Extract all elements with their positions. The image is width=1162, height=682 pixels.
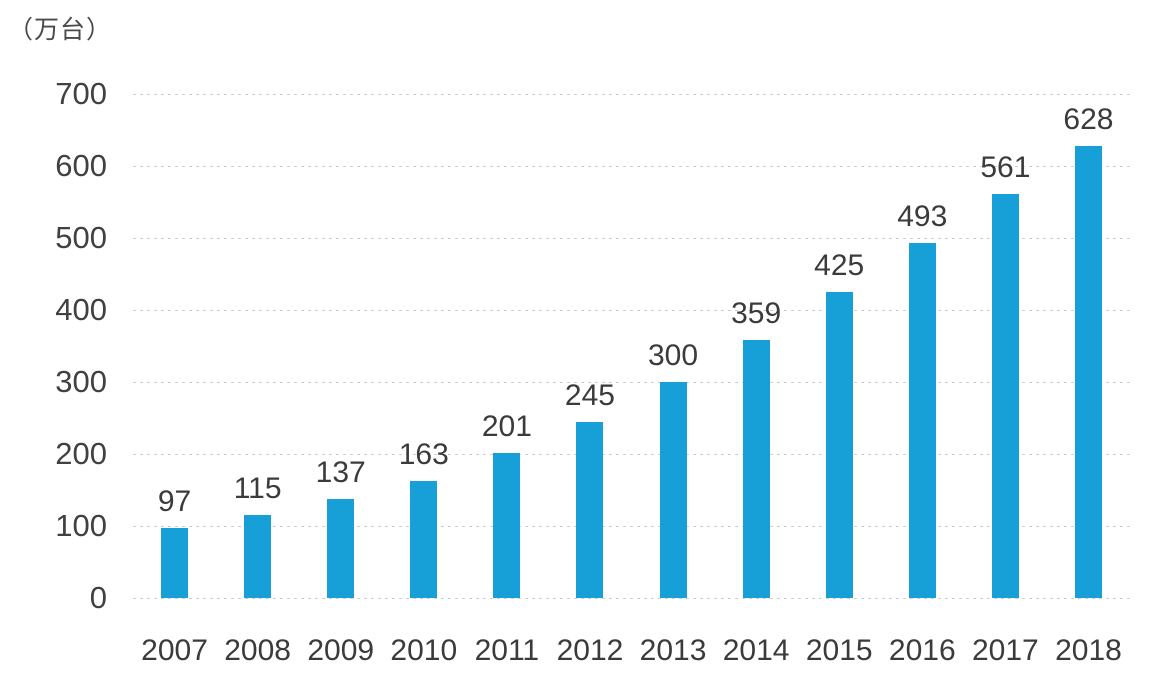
bar-2013 [659, 382, 687, 598]
y-tick-label: 0 [89, 580, 107, 615]
y-tick-label: 200 [55, 436, 107, 471]
x-tick-label: 2007 [141, 634, 208, 667]
x-tick-label: 2010 [390, 634, 458, 667]
bar-value-label: 137 [315, 456, 366, 490]
x-tick-label: 2009 [307, 634, 375, 667]
y-tick-label: 400 [55, 292, 107, 327]
gridline-y-700 [133, 94, 1130, 95]
bar-value-label: 425 [814, 249, 865, 282]
bar-2017 [991, 194, 1019, 598]
gridline-y-500 [133, 238, 1130, 239]
bar-2018 [1074, 145, 1102, 598]
x-tick-label: 2014 [722, 634, 790, 667]
bar-2008 [244, 515, 272, 598]
x-tick-label: 2017 [972, 634, 1039, 667]
bar-2010 [410, 480, 438, 598]
y-axis-unit-label: （万台） [8, 16, 113, 44]
bar-value-label: 115 [233, 472, 282, 506]
gridline-y-300 [133, 382, 1130, 383]
gridline-y-100 [133, 526, 1130, 527]
bar-value-label: 245 [564, 378, 615, 412]
bar-2012 [576, 421, 604, 598]
x-tick-label: 2011 [474, 634, 540, 667]
gridline-y-400 [133, 310, 1130, 311]
y-tick-label: 300 [55, 364, 107, 399]
bar-2009 [327, 499, 355, 598]
gridline-y-600 [133, 166, 1130, 167]
y-tick-label: 700 [55, 76, 107, 111]
y-tick-label: 100 [55, 508, 107, 543]
y-tick-label: 500 [55, 220, 107, 255]
x-tick-label: 2016 [888, 634, 956, 667]
bar-value-label: 493 [897, 200, 948, 234]
bar-value-label: 300 [648, 339, 699, 372]
bar-2014 [742, 339, 770, 598]
bar-value-label: 201 [481, 410, 532, 444]
bar-2011 [493, 453, 521, 598]
bar-value-label: 97 [157, 485, 192, 519]
x-tick-label: 2018 [1055, 634, 1122, 667]
bar-2015 [825, 292, 853, 598]
bar-2016 [908, 243, 936, 598]
bar-2007 [161, 528, 189, 598]
x-tick-label: 2013 [639, 634, 707, 667]
bar-value-label: 561 [980, 151, 1031, 185]
gridline-y-200 [133, 454, 1130, 455]
x-tick-label: 2008 [224, 634, 291, 667]
gridline-y-0 [133, 598, 1130, 599]
x-tick-label: 2012 [556, 634, 624, 667]
bar-value-label: 359 [731, 296, 782, 330]
y-tick-label: 600 [55, 148, 107, 183]
bar-value-label: 628 [1063, 102, 1114, 136]
x-tick-label: 2015 [805, 634, 873, 667]
bar-value-label: 163 [398, 437, 449, 471]
